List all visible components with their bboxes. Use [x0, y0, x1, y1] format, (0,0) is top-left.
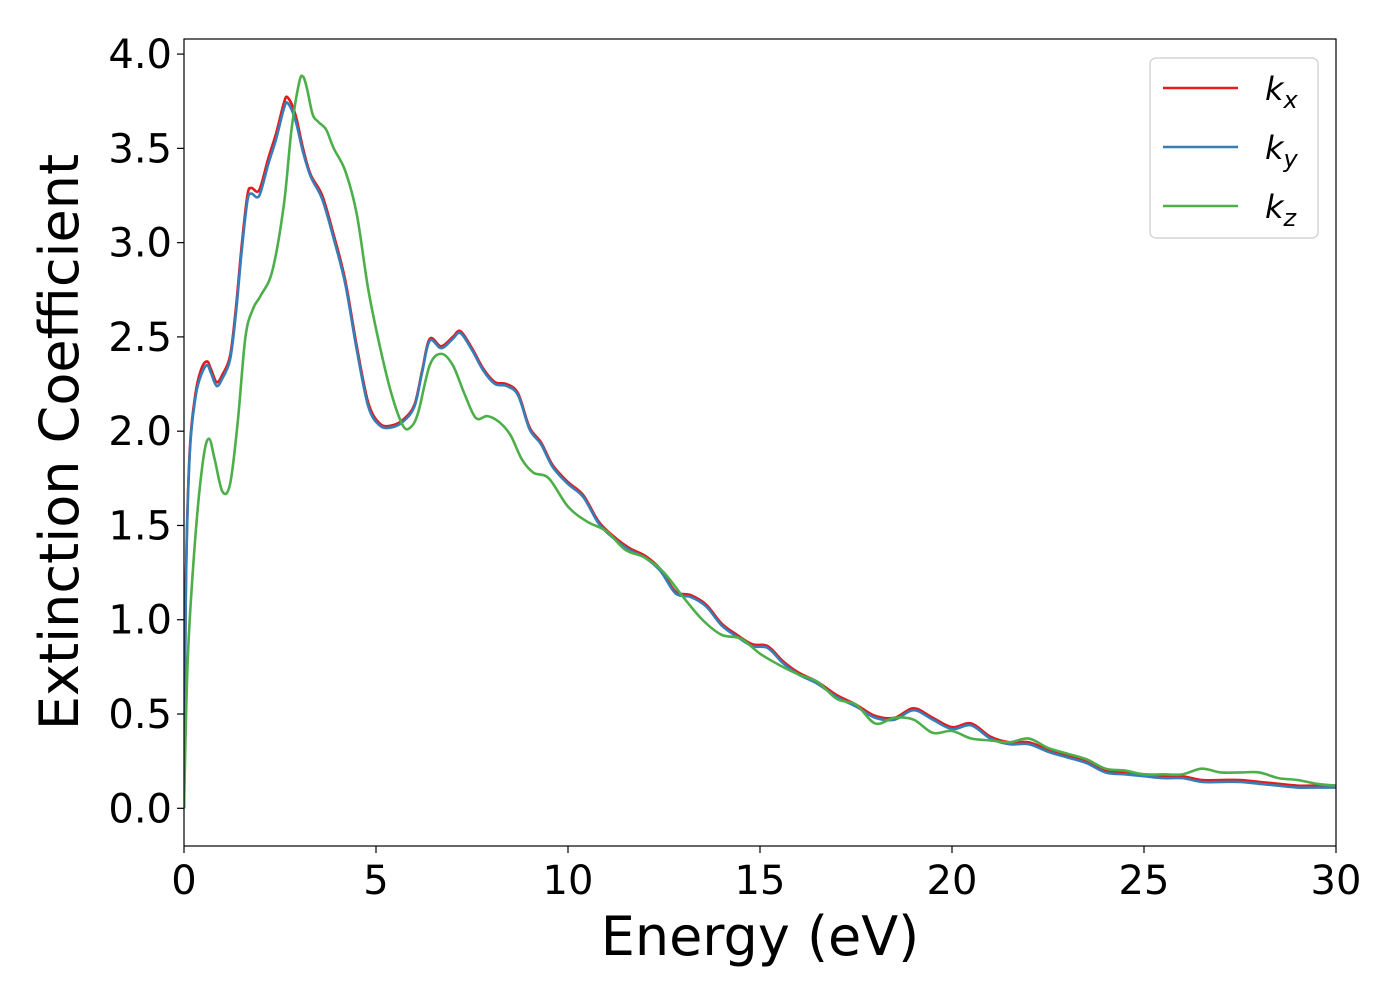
x-tick-label: 30 — [1311, 858, 1362, 904]
y-axis: 0.0 0.5 1.0 1.5 2.0 2.5 3.0 3.5 4.0 — [108, 32, 184, 832]
x-tick-label: 0 — [171, 858, 196, 904]
y-tick-label: 1.5 — [108, 503, 172, 549]
x-tick-label: 20 — [927, 858, 978, 904]
legend: kx ky kz — [1149, 57, 1319, 239]
y-tick-label: 2.0 — [108, 409, 172, 455]
y-tick-label: 0.0 — [108, 786, 172, 832]
y-tick-label: 1.0 — [108, 598, 172, 644]
series-line-ky — [184, 101, 1336, 809]
x-tick-label: 10 — [543, 858, 594, 904]
x-axis-title: Energy (eV) — [601, 905, 920, 968]
y-tick-label: 2.5 — [108, 315, 172, 361]
y-axis-title: Extinction Coefficient — [28, 154, 91, 730]
series-line-kz — [184, 74, 1336, 809]
legend-label-kx: kx — [1265, 70, 1299, 114]
y-tick-label: 0.5 — [108, 692, 172, 738]
x-tick-label: 15 — [735, 858, 786, 904]
y-tick-label: 3.5 — [108, 126, 172, 172]
y-tick-label: 3.0 — [108, 221, 172, 267]
x-axis: 0 5 10 15 20 25 30 — [171, 846, 1361, 904]
legend-label-ky: ky — [1265, 129, 1299, 173]
x-tick-label: 5 — [363, 858, 388, 904]
x-tick-label: 25 — [1119, 858, 1170, 904]
legend-label-kz: kz — [1265, 188, 1298, 232]
series-layer — [184, 74, 1336, 809]
y-tick-label: 4.0 — [108, 32, 172, 78]
